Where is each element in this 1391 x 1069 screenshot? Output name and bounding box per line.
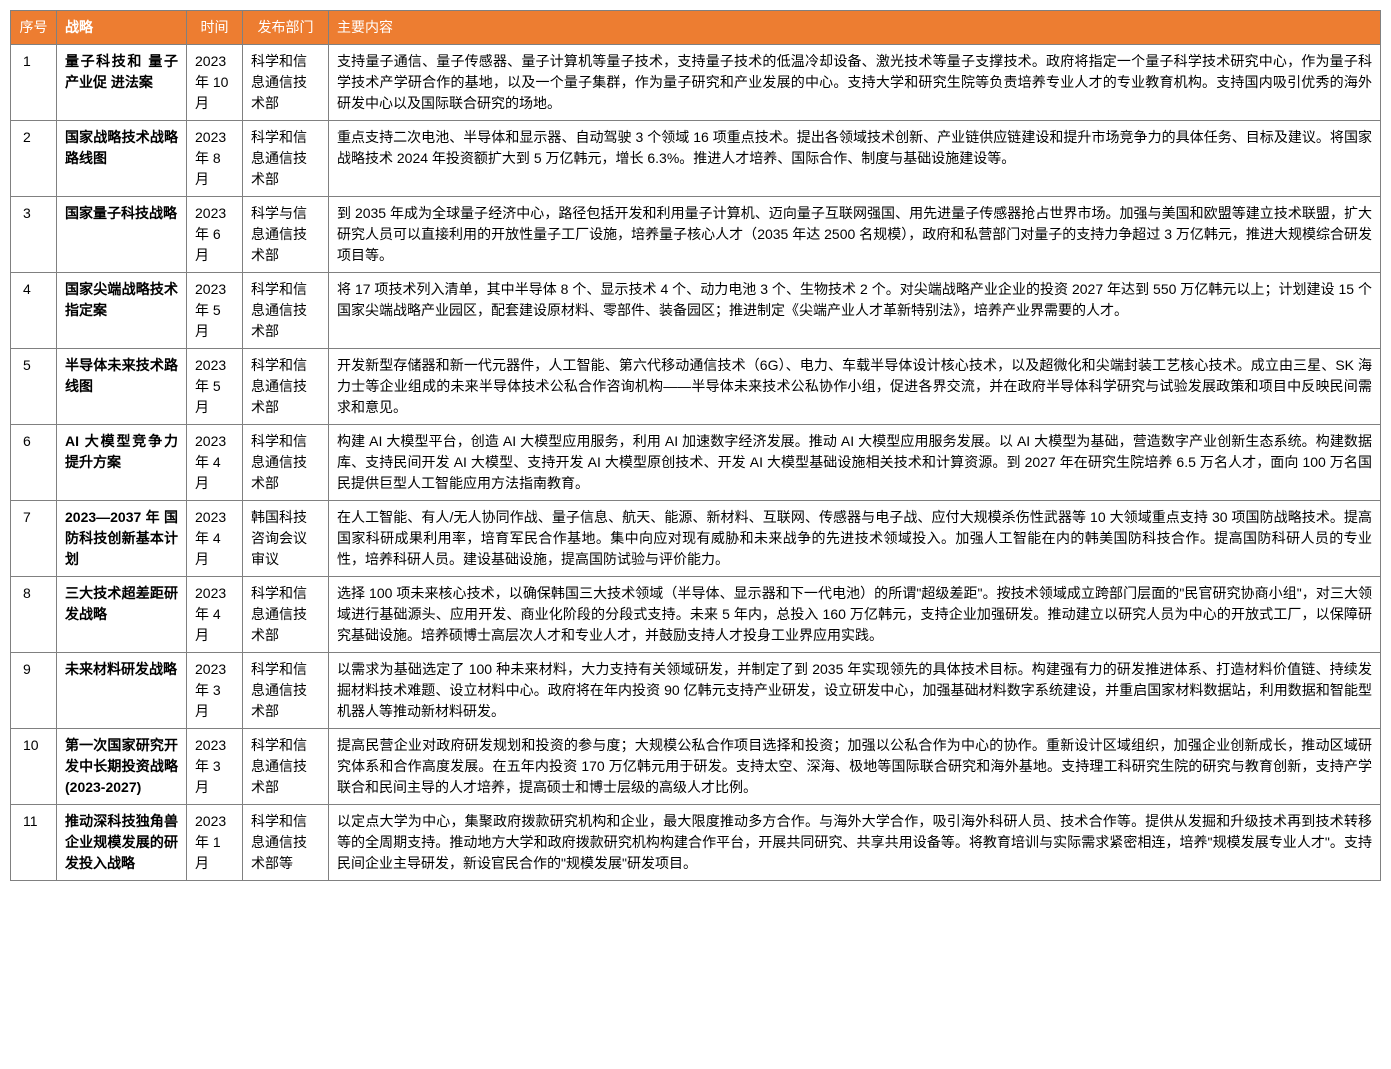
table-cell-time: 2023 年 3 月 [187, 653, 243, 729]
table-body: 1量子科技和 量子产业促 进法案2023 年 10 月科学和信息通信技术部支持量… [11, 45, 1381, 881]
table-cell-strategy: 2023—2037年国防科技创新基本计划 [57, 501, 187, 577]
table-cell-content: 提高民营企业对政府研发规划和投资的参与度；大规模公私合作项目选择和投资；加强以公… [329, 729, 1381, 805]
table-row: 2国家战略技术战略路线图2023 年 8 月科学和信息通信技术部重点支持二次电池… [11, 121, 1381, 197]
table-cell-num: 3 [11, 197, 57, 273]
table-cell-strategy: 三大技术超差距研发战略 [57, 577, 187, 653]
table-cell-strategy: 国家尖端战略技术指定案 [57, 273, 187, 349]
table-cell-num: 11 [11, 805, 57, 881]
table-cell-time: 2023 年 10 月 [187, 45, 243, 121]
table-row: 10第一次国家研究开发中长期投资战略(2023-2027)2023 年 3 月科… [11, 729, 1381, 805]
table-cell-time: 2023 年 5 月 [187, 349, 243, 425]
table-cell-time: 2023 年 1 月 [187, 805, 243, 881]
table-header-cell: 主要内容 [329, 11, 1381, 45]
table-cell-strategy: 量子科技和 量子产业促 进法案 [57, 45, 187, 121]
table-cell-time: 2023 年 6 月 [187, 197, 243, 273]
table-cell-dept: 科学和信息通信技术部 [243, 577, 329, 653]
table-cell-time: 2023 年 4 月 [187, 577, 243, 653]
table-cell-num: 1 [11, 45, 57, 121]
table-cell-time: 2023 年 4 月 [187, 501, 243, 577]
table-header-cell: 时间 [187, 11, 243, 45]
table-cell-time: 2023 年 3 月 [187, 729, 243, 805]
table-cell-dept: 韩国科技咨询会议审议 [243, 501, 329, 577]
table-row: 11推动深科技独角兽企业规模发展的研发投入战略2023 年 1 月科学和信息通信… [11, 805, 1381, 881]
table-cell-content: 开发新型存储器和新一代元器件，人工智能、第六代移动通信技术（6G）、电力、车载半… [329, 349, 1381, 425]
table-cell-content: 以定点大学为中心，集聚政府拨款研究机构和企业，最大限度推动多方合作。与海外大学合… [329, 805, 1381, 881]
table-cell-num: 2 [11, 121, 57, 197]
table-cell-dept: 科学和信息通信技术部 [243, 45, 329, 121]
table-row: 4国家尖端战略技术指定案2023 年 5 月科学和信息通信技术部将 17 项技术… [11, 273, 1381, 349]
table-cell-dept: 科学和信息通信技术部 [243, 273, 329, 349]
table-row: 72023—2037年国防科技创新基本计划2023 年 4 月韩国科技咨询会议审… [11, 501, 1381, 577]
table-cell-content: 将 17 项技术列入清单，其中半导体 8 个、显示技术 4 个、动力电池 3 个… [329, 273, 1381, 349]
table-row: 3国家量子科技战略2023 年 6 月科学与信息通信技术部到 2035 年成为全… [11, 197, 1381, 273]
table-cell-strategy: 国家战略技术战略路线图 [57, 121, 187, 197]
table-cell-num: 10 [11, 729, 57, 805]
table-cell-dept: 科学和信息通信技术部 [243, 349, 329, 425]
table-row: 8三大技术超差距研发战略2023 年 4 月科学和信息通信技术部选择 100 项… [11, 577, 1381, 653]
table-cell-time: 2023 年 4 月 [187, 425, 243, 501]
table-cell-strategy: 国家量子科技战略 [57, 197, 187, 273]
table-cell-strategy: AI 大模型竞争力提升方案 [57, 425, 187, 501]
table-cell-strategy: 半导体未来技术路线图 [57, 349, 187, 425]
table-cell-content: 在人工智能、有人/无人协同作战、量子信息、航天、能源、新材料、互联网、传感器与电… [329, 501, 1381, 577]
table-cell-content: 到 2035 年成为全球量子经济中心，路径包括开发和利用量子计算机、迈向量子互联… [329, 197, 1381, 273]
table-cell-dept: 科学和信息通信技术部 [243, 121, 329, 197]
table-row: 9未来材料研发战略2023 年 3 月科学和信息通信技术部以需求为基础选定了 1… [11, 653, 1381, 729]
table-cell-num: 4 [11, 273, 57, 349]
table-cell-num: 8 [11, 577, 57, 653]
table-cell-num: 6 [11, 425, 57, 501]
table-cell-dept: 科学和信息通信技术部 [243, 653, 329, 729]
table-cell-content: 选择 100 项未来核心技术，以确保韩国三大技术领域（半导体、显示器和下一代电池… [329, 577, 1381, 653]
table-cell-num: 9 [11, 653, 57, 729]
table-cell-dept: 科学与信息通信技术部 [243, 197, 329, 273]
table-row: 1量子科技和 量子产业促 进法案2023 年 10 月科学和信息通信技术部支持量… [11, 45, 1381, 121]
table-header-cell: 战略 [57, 11, 187, 45]
table-cell-num: 5 [11, 349, 57, 425]
table-header-cell: 发布部门 [243, 11, 329, 45]
table-cell-content: 支持量子通信、量子传感器、量子计算机等量子技术，支持量子技术的低温冷却设备、激光… [329, 45, 1381, 121]
table-cell-dept: 科学和信息通信技术部等 [243, 805, 329, 881]
table-row: 6AI 大模型竞争力提升方案2023 年 4 月科学和信息通信技术部构建 AI … [11, 425, 1381, 501]
table-cell-content: 构建 AI 大模型平台，创造 AI 大模型应用服务，利用 AI 加速数字经济发展… [329, 425, 1381, 501]
table-cell-time: 2023 年 8 月 [187, 121, 243, 197]
table-row: 5半导体未来技术路线图2023 年 5 月科学和信息通信技术部开发新型存储器和新… [11, 349, 1381, 425]
table-cell-time: 2023 年 5 月 [187, 273, 243, 349]
table-cell-dept: 科学和信息通信技术部 [243, 425, 329, 501]
table-cell-content: 以需求为基础选定了 100 种未来材料，大力支持有关领域研发，并制定了到 203… [329, 653, 1381, 729]
table-cell-strategy: 推动深科技独角兽企业规模发展的研发投入战略 [57, 805, 187, 881]
table-header-cell: 序号 [11, 11, 57, 45]
table-cell-strategy: 未来材料研发战略 [57, 653, 187, 729]
table-header-row: 序号战略时间发布部门主要内容 [11, 11, 1381, 45]
table-cell-content: 重点支持二次电池、半导体和显示器、自动驾驶 3 个领域 16 项重点技术。提出各… [329, 121, 1381, 197]
table-cell-dept: 科学和信息通信技术部 [243, 729, 329, 805]
table-cell-num: 7 [11, 501, 57, 577]
policy-table: 序号战略时间发布部门主要内容 1量子科技和 量子产业促 进法案2023 年 10… [10, 10, 1381, 881]
table-cell-strategy: 第一次国家研究开发中长期投资战略(2023-2027) [57, 729, 187, 805]
